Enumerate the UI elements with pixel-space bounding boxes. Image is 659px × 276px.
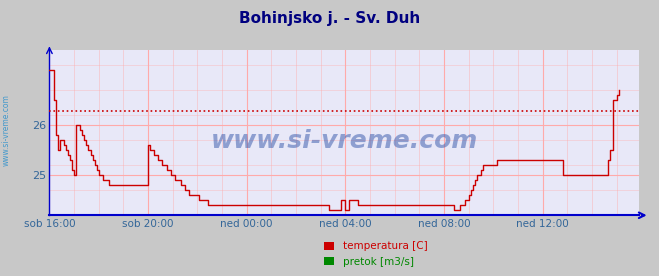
- Legend: temperatura [C], pretok [m3/s]: temperatura [C], pretok [m3/s]: [320, 237, 432, 271]
- Text: www.si-vreme.com: www.si-vreme.com: [211, 129, 478, 153]
- Text: Bohinjsko j. - Sv. Duh: Bohinjsko j. - Sv. Duh: [239, 11, 420, 26]
- Text: www.si-vreme.com: www.si-vreme.com: [2, 94, 11, 166]
